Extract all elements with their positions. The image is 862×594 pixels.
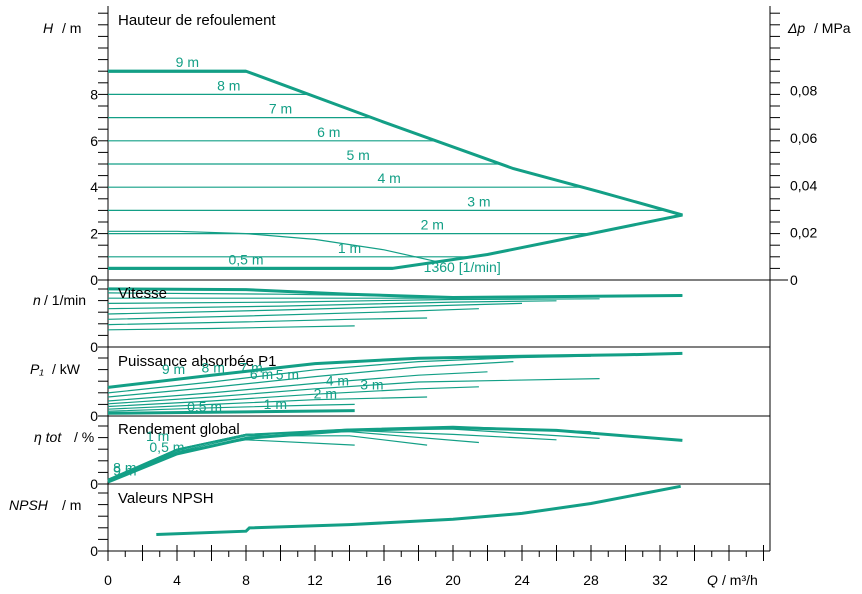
- curves-layer: [107, 69, 683, 536]
- head-level-label: 0,5 m: [228, 251, 263, 267]
- efficiency-level-label: 9 m: [113, 463, 136, 479]
- head-envelope-curve: [108, 69, 683, 270]
- head-speed-curve: [108, 230, 436, 262]
- y-tick-label-head: 0: [90, 272, 98, 288]
- ylabel-unit-power: / kW: [52, 361, 81, 377]
- y-tick-label-right: 0: [790, 272, 798, 288]
- npsh-curve: [156, 484, 681, 536]
- x-tick-label: 16: [376, 572, 392, 588]
- head-level-label: 1 m: [338, 240, 361, 256]
- y-tick-label-head: 6: [90, 133, 98, 149]
- y-tick-label-zero: 0: [90, 476, 98, 492]
- power-curve: [107, 386, 479, 408]
- y-tick-label-head: 2: [90, 226, 98, 242]
- panel-title-efficiency: Rendement global: [118, 421, 240, 438]
- speed-curve: [107, 302, 523, 315]
- speed-curve: [107, 317, 428, 326]
- efficiency-curve: [107, 435, 428, 480]
- power-level-label: 7 m: [240, 360, 263, 376]
- xlabel-unit: / m³/h: [722, 572, 758, 588]
- ylabel-unit-efficiency: / %: [74, 429, 94, 445]
- y-tick-label-right: 0,02: [790, 225, 817, 241]
- x-tick-label: 4: [173, 572, 181, 588]
- head-level-label: 4 m: [378, 170, 401, 186]
- head-level-label: 8 m: [217, 77, 240, 93]
- power-curve-min: [107, 409, 355, 415]
- y-tick-label-right: 0,08: [790, 83, 817, 99]
- panel-title-speed: Vitesse: [118, 285, 167, 302]
- x-tick-label: 24: [514, 572, 530, 588]
- ylabel-var-npsh: NPSH: [9, 497, 49, 513]
- ylabel-var-head: H: [43, 20, 54, 36]
- ylabel-unit-speed: / 1/min: [44, 292, 86, 308]
- speed-curve: [107, 325, 355, 331]
- power-curve: [107, 403, 355, 412]
- x-tick-label: 32: [652, 572, 668, 588]
- efficiency-curve: [107, 428, 600, 482]
- efficiency-level-label: 0,5 m: [149, 439, 184, 455]
- y-tick-label-head: 8: [90, 86, 98, 102]
- power-level-label: 0,5 m: [187, 398, 222, 414]
- efficiency-level-label: 8 m: [113, 459, 136, 475]
- right-axis-unit: / MPa: [814, 20, 851, 36]
- y-tick-label-right: 0,04: [790, 177, 817, 193]
- power-curve: [107, 355, 592, 394]
- power-curve: [107, 371, 488, 402]
- speed-curve: [107, 292, 683, 298]
- head-level-label: 6 m: [317, 124, 340, 140]
- power-level-label: 5 m: [276, 367, 299, 383]
- speed-curve: [108, 296, 592, 299]
- ylabel-unit-head: / m: [62, 20, 81, 36]
- ylabel-var-speed: n: [33, 292, 41, 308]
- head-level-label: 2 m: [421, 217, 444, 233]
- head-level-label: 9 m: [176, 54, 199, 70]
- ylabel-var-efficiency: η tot: [34, 429, 62, 445]
- panel-title-npsh: Valeurs NPSH: [118, 490, 214, 507]
- power-level-label: 2 m: [314, 386, 337, 402]
- power-curve: [107, 361, 514, 398]
- power-level-label: 3 m: [360, 377, 383, 393]
- power-level-label: 4 m: [326, 373, 349, 389]
- right-axis-var: Δp: [787, 20, 805, 36]
- y-tick-label-zero: 0: [90, 543, 98, 559]
- power-curve: [107, 351, 683, 389]
- x-tick-label: 28: [583, 572, 599, 588]
- head-level-label: 7 m: [269, 101, 292, 117]
- power-level-label: 9 m: [162, 361, 185, 377]
- ylabel-unit-npsh: / m: [62, 497, 81, 513]
- y-tick-label-head: 4: [90, 179, 98, 195]
- efficiency-curve: [107, 439, 355, 480]
- ylabel-var-power: P₁: [30, 361, 44, 377]
- xlabel-var: Q: [707, 572, 718, 588]
- power-curve: [107, 378, 600, 405]
- efficiency-level-label: 1 m: [146, 428, 169, 444]
- panel-title-power: Puissance absorbée P1: [118, 353, 276, 370]
- speed-curve: [107, 300, 557, 310]
- speed-curve: [107, 308, 479, 320]
- x-tick-label: 8: [242, 572, 250, 588]
- power-level-label: 8 m: [202, 360, 225, 376]
- head-level-label: 5 m: [346, 147, 369, 163]
- head-speed-label: 1360 [1/min]: [424, 259, 501, 275]
- y-tick-label-zero: 0: [90, 339, 98, 355]
- axes-layer: [98, 6, 788, 561]
- power-level-label: 6 m: [250, 366, 273, 382]
- power-level-label: 1 m: [264, 396, 287, 412]
- x-tick-label: 12: [307, 572, 323, 588]
- y-tick-label-right: 0,06: [790, 130, 817, 146]
- x-tick-label: 0: [104, 572, 112, 588]
- power-curve: [107, 396, 428, 410]
- panel-title-head: Hauteur de refoulement: [118, 12, 276, 29]
- speed-curve: [107, 298, 600, 304]
- y-tick-label-zero: 0: [90, 408, 98, 424]
- head-level-label: 3 m: [467, 193, 490, 209]
- labels-layer: Hauteur de refoulement H / m Δp / MPa Vi…: [9, 12, 851, 588]
- x-tick-label: 20: [445, 572, 461, 588]
